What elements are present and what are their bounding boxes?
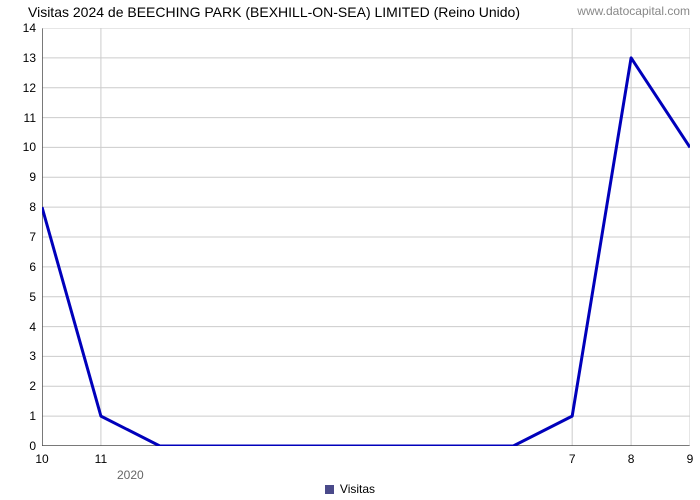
y-tick-label: 9 [6, 170, 36, 184]
x-tick-label: 9 [687, 452, 694, 466]
y-tick-label: 6 [6, 260, 36, 274]
x-tick-label: 10 [35, 452, 48, 466]
y-tick-label: 2 [6, 379, 36, 393]
y-tick-label: 1 [6, 409, 36, 423]
chart-container: Visitas 2024 de BEECHING PARK (BEXHILL-O… [0, 0, 700, 500]
y-tick-label: 10 [6, 140, 36, 154]
x-tick-label: 8 [628, 452, 635, 466]
chart-svg [42, 28, 690, 446]
chart-title: Visitas 2024 de BEECHING PARK (BEXHILL-O… [28, 4, 520, 20]
y-tick-label: 8 [6, 200, 36, 214]
legend-marker-icon [325, 485, 334, 494]
y-tick-label: 7 [6, 230, 36, 244]
x-tick-label: 11 [95, 452, 107, 466]
y-tick-label: 4 [6, 320, 36, 334]
watermark: www.datocapital.com [577, 4, 690, 18]
x-tick-label: 7 [569, 452, 576, 466]
x-secondary-label: 2020 [117, 468, 144, 482]
y-tick-label: 3 [6, 349, 36, 363]
legend: Visitas [0, 482, 700, 496]
legend-label: Visitas [340, 482, 375, 496]
y-tick-label: 11 [6, 111, 36, 125]
plot-area [42, 28, 690, 446]
y-tick-label: 5 [6, 290, 36, 304]
y-tick-label: 13 [6, 51, 36, 65]
y-tick-label: 0 [6, 439, 36, 453]
y-tick-label: 14 [6, 21, 36, 35]
y-tick-label: 12 [6, 81, 36, 95]
